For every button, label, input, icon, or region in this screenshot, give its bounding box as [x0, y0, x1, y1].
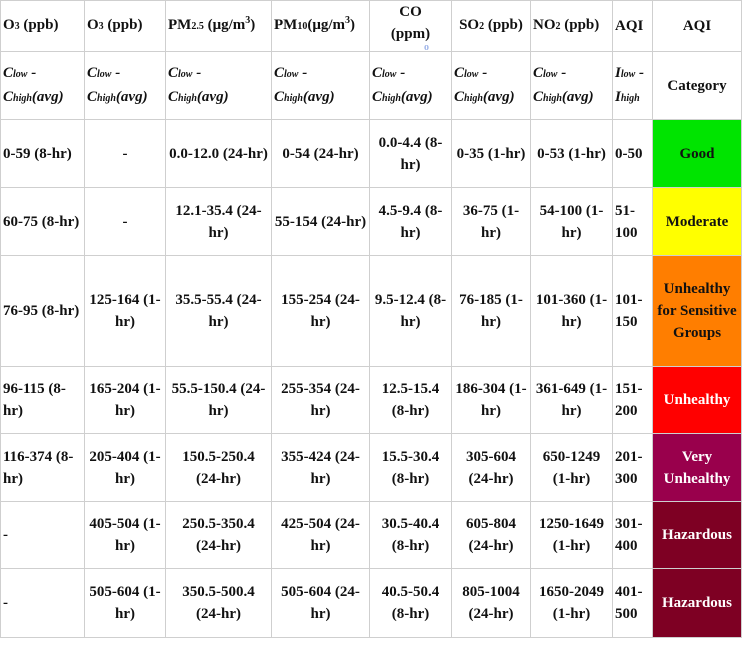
cell-pm25: 150.5-250.4 (24-hr)	[165, 433, 272, 502]
header-pm25: PM2.5 (μg/m3)	[165, 0, 272, 52]
cell-co: 4.5-9.4 (8-hr)	[369, 187, 452, 256]
cell-co: 12.5-15.4 (8-hr)	[369, 366, 452, 434]
header-o3-8hr: O3 (ppb)	[0, 0, 85, 52]
header-co: CO (ppm) o	[369, 0, 452, 53]
cell-aqi: 0-50	[612, 119, 653, 188]
cell-o3-1hr: 125-164 (1-hr)	[84, 255, 166, 367]
cell-o3-1hr: 505-604 (1-hr)	[84, 568, 166, 638]
header-aqi-index: AQI	[612, 0, 653, 52]
cell-category: Unhealthy for Sensitive Groups	[652, 255, 742, 367]
cell-aqi: 151-200	[612, 366, 653, 434]
cell-pm25: 35.5-55.4 (24-hr)	[165, 255, 272, 367]
table-body: 0-59 (8-hr) -0.0-12.0 (24-hr) 0-54 (24-hr)…	[0, 119, 742, 638]
subheader-no2: Clow - Chigh(avg)	[530, 51, 613, 120]
cell-pm10: 0-54 (24-hr)	[271, 119, 370, 188]
subheader-o3-1hr: Clow - Chigh(avg)	[84, 51, 166, 120]
cell-o3-1hr: -	[84, 187, 166, 256]
table-row: 116-374 (8-hr) 205-404 (1-hr) 150.5-250.4 …	[0, 433, 742, 502]
cell-o3-8hr: 76-95 (8-hr)	[0, 255, 85, 367]
cell-so2: 36-75 (1-hr)	[451, 187, 531, 256]
cell-pm25: 0.0-12.0 (24-hr)	[165, 119, 272, 188]
cell-o3-8hr: -	[0, 501, 85, 569]
cell-pm10: 355-424 (24-hr)	[271, 433, 370, 502]
cell-category: Good	[652, 119, 742, 188]
aqi-breakpoint-table: O3 (ppb) O3 (ppb) PM2.5 (μg/m3) PM10(μg/…	[0, 0, 742, 638]
cell-aqi: 401-500	[612, 568, 653, 638]
cell-o3-8hr: 60-75 (8-hr)	[0, 187, 85, 256]
cell-no2: 1650-2049 (1-hr)	[530, 568, 613, 638]
table-row: -405-504 (1-hr) 250.5-350.4 (24-hr) 425-50…	[0, 501, 742, 569]
cell-pm10: 425-504 (24-hr)	[271, 501, 370, 569]
cell-no2: 101-360 (1-hr)	[530, 255, 613, 367]
header-o3-1hr: O3 (ppb)	[84, 0, 166, 52]
cell-so2: 805-1004 (24-hr)	[451, 568, 531, 638]
cell-pm25: 350.5-500.4 (24-hr)	[165, 568, 272, 638]
cell-o3-1hr: 165-204 (1-hr)	[84, 366, 166, 434]
cell-category: Unhealthy	[652, 366, 742, 434]
cell-o3-8hr: 96-115 (8-hr)	[0, 366, 85, 434]
cell-aqi: 201-300	[612, 433, 653, 502]
cell-pm25: 12.1-35.4 (24-hr)	[165, 187, 272, 256]
cell-o3-8hr: 116-374 (8-hr)	[0, 433, 85, 502]
cell-aqi: 301-400	[612, 501, 653, 569]
table-row: -505-604 (1-hr) 350.5-500.4 (24-hr) 505-60…	[0, 568, 742, 638]
subheader-o3-8hr: Clow - Chigh(avg)	[0, 51, 85, 120]
cell-pm10: 505-604 (24-hr)	[271, 568, 370, 638]
cell-no2: 54-100 (1-hr)	[530, 187, 613, 256]
cell-no2: 650-1249 (1-hr)	[530, 433, 613, 502]
cell-so2: 0-35 (1-hr)	[451, 119, 531, 188]
cell-aqi: 51-100	[612, 187, 653, 256]
table-row: 60-75 (8-hr) -12.1-35.4 (24-hr) 55-154 (24…	[0, 187, 742, 256]
cell-so2: 186-304 (1-hr)	[451, 366, 531, 434]
cell-pm10: 255-354 (24-hr)	[271, 366, 370, 434]
subheader-pm25: Clow - Chigh(avg)	[165, 51, 272, 120]
cell-o3-1hr: 405-504 (1-hr)	[84, 501, 166, 569]
cell-pm25: 55.5-150.4 (24-hr)	[165, 366, 272, 434]
cell-category: Moderate	[652, 187, 742, 256]
subheader-category: Category	[652, 51, 742, 120]
subheader-co: Clow - Chigh(avg)	[369, 51, 452, 120]
cell-co: 9.5-12.4 (8-hr)	[369, 255, 452, 367]
cell-o3-1hr: -	[84, 119, 166, 188]
table-row: 76-95 (8-hr) 125-164 (1-hr) 35.5-55.4 (24-…	[0, 255, 742, 367]
cell-co: 30.5-40.4 (8-hr)	[369, 501, 452, 569]
cell-co: 0.0-4.4 (8-hr)	[369, 119, 452, 188]
header-so2: SO2 (ppb)	[451, 0, 531, 52]
cell-category: Hazardous	[652, 501, 742, 569]
subheader-pm10: Clow - Chigh(avg)	[271, 51, 370, 120]
subheader-row: Clow - Chigh(avg) Clow - Chigh(avg) Clow - Ch…	[0, 51, 742, 120]
subheader-index: Ilow - Ihigh	[612, 51, 653, 120]
header-no2: NO2 (ppb)	[530, 0, 613, 52]
cell-co: 40.5-50.4 (8-hr)	[369, 568, 452, 638]
cell-no2: 361-649 (1-hr)	[530, 366, 613, 434]
cell-category: Hazardous	[652, 568, 742, 638]
cell-o3-8hr: -	[0, 568, 85, 638]
header-co-mark: o	[424, 42, 429, 53]
cell-co: 15.5-30.4 (8-hr)	[369, 433, 452, 502]
cell-so2: 305-604 (24-hr)	[451, 433, 531, 502]
cell-so2: 605-804 (24-hr)	[451, 501, 531, 569]
cell-no2: 1250-1649 (1-hr)	[530, 501, 613, 569]
cell-pm10: 155-254 (24-hr)	[271, 255, 370, 367]
cell-o3-8hr: 0-59 (8-hr)	[0, 119, 85, 188]
cell-no2: 0-53 (1-hr)	[530, 119, 613, 188]
table-row: 96-115 (8-hr) 165-204 (1-hr) 55.5-150.4 (2…	[0, 366, 742, 434]
subheader-so2: Clow - Chigh(avg)	[451, 51, 531, 120]
header-pm10: PM10(μg/m3)	[271, 0, 370, 52]
header-aqi-category: AQI	[652, 0, 742, 52]
cell-pm10: 55-154 (24-hr)	[271, 187, 370, 256]
cell-aqi: 101-150	[612, 255, 653, 367]
cell-o3-1hr: 205-404 (1-hr)	[84, 433, 166, 502]
table-row: 0-59 (8-hr) -0.0-12.0 (24-hr) 0-54 (24-hr)…	[0, 119, 742, 188]
cell-category: Very Unhealthy	[652, 433, 742, 502]
cell-so2: 76-185 (1-hr)	[451, 255, 531, 367]
header-row: O3 (ppb) O3 (ppb) PM2.5 (μg/m3) PM10(μg/…	[0, 0, 742, 53]
cell-pm25: 250.5-350.4 (24-hr)	[165, 501, 272, 569]
